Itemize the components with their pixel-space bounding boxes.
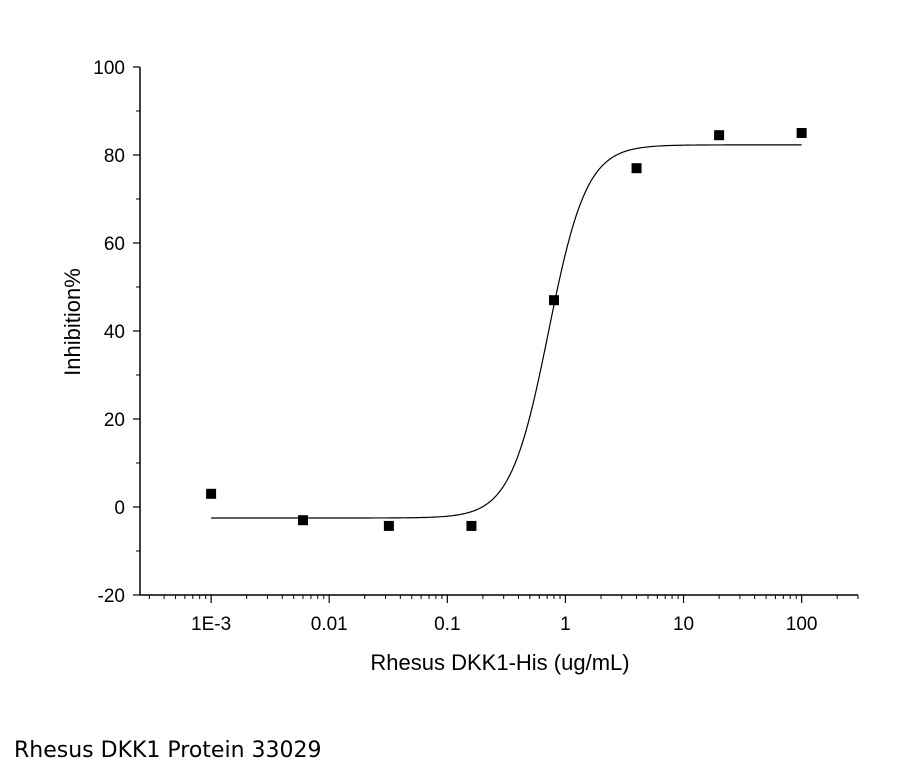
data-point: [796, 128, 807, 138]
data-point: [298, 515, 309, 526]
y-tick-label: 20: [104, 410, 125, 431]
y-tick-label: 40: [104, 322, 125, 343]
data-point: [383, 520, 394, 531]
data-points: [206, 128, 807, 531]
y-tick-label: -20: [98, 586, 125, 607]
data-point: [631, 163, 642, 174]
figure-caption: Rhesus DKK1 Protein 33029: [14, 738, 322, 763]
y-tick-label: 100: [93, 58, 125, 79]
axes: -20 0 20 40 60 80 100 1E-3 0.01 0.1 1 10 100: [93, 58, 859, 635]
y-axis-title: Inhibition%: [60, 268, 85, 376]
x-tick-label: 1E-3: [191, 614, 231, 635]
x-tick-label: 1: [560, 614, 571, 635]
y-tick-label: 60: [104, 234, 125, 255]
y-tick-label: 80: [104, 146, 125, 167]
data-point: [714, 130, 725, 141]
data-point: [466, 520, 477, 531]
data-point: [548, 295, 559, 306]
dose-response-chart: -20 0 20 40 60 80 100 1E-3 0.01 0.1 1 10 100 Rhesus …: [60, 58, 859, 675]
fit-curve-group: [211, 144, 802, 519]
x-tick-label: 0.1: [434, 614, 460, 635]
fit-curve: [211, 144, 802, 519]
x-tick-label: 100: [786, 614, 818, 635]
x-tick-label: 0.01: [311, 614, 348, 635]
x-tick-label: 10: [673, 614, 694, 635]
x-axis-title: Rhesus DKK1-His (ug/mL): [370, 650, 629, 675]
y-tick-label: 0: [114, 498, 125, 519]
data-point: [206, 488, 217, 499]
